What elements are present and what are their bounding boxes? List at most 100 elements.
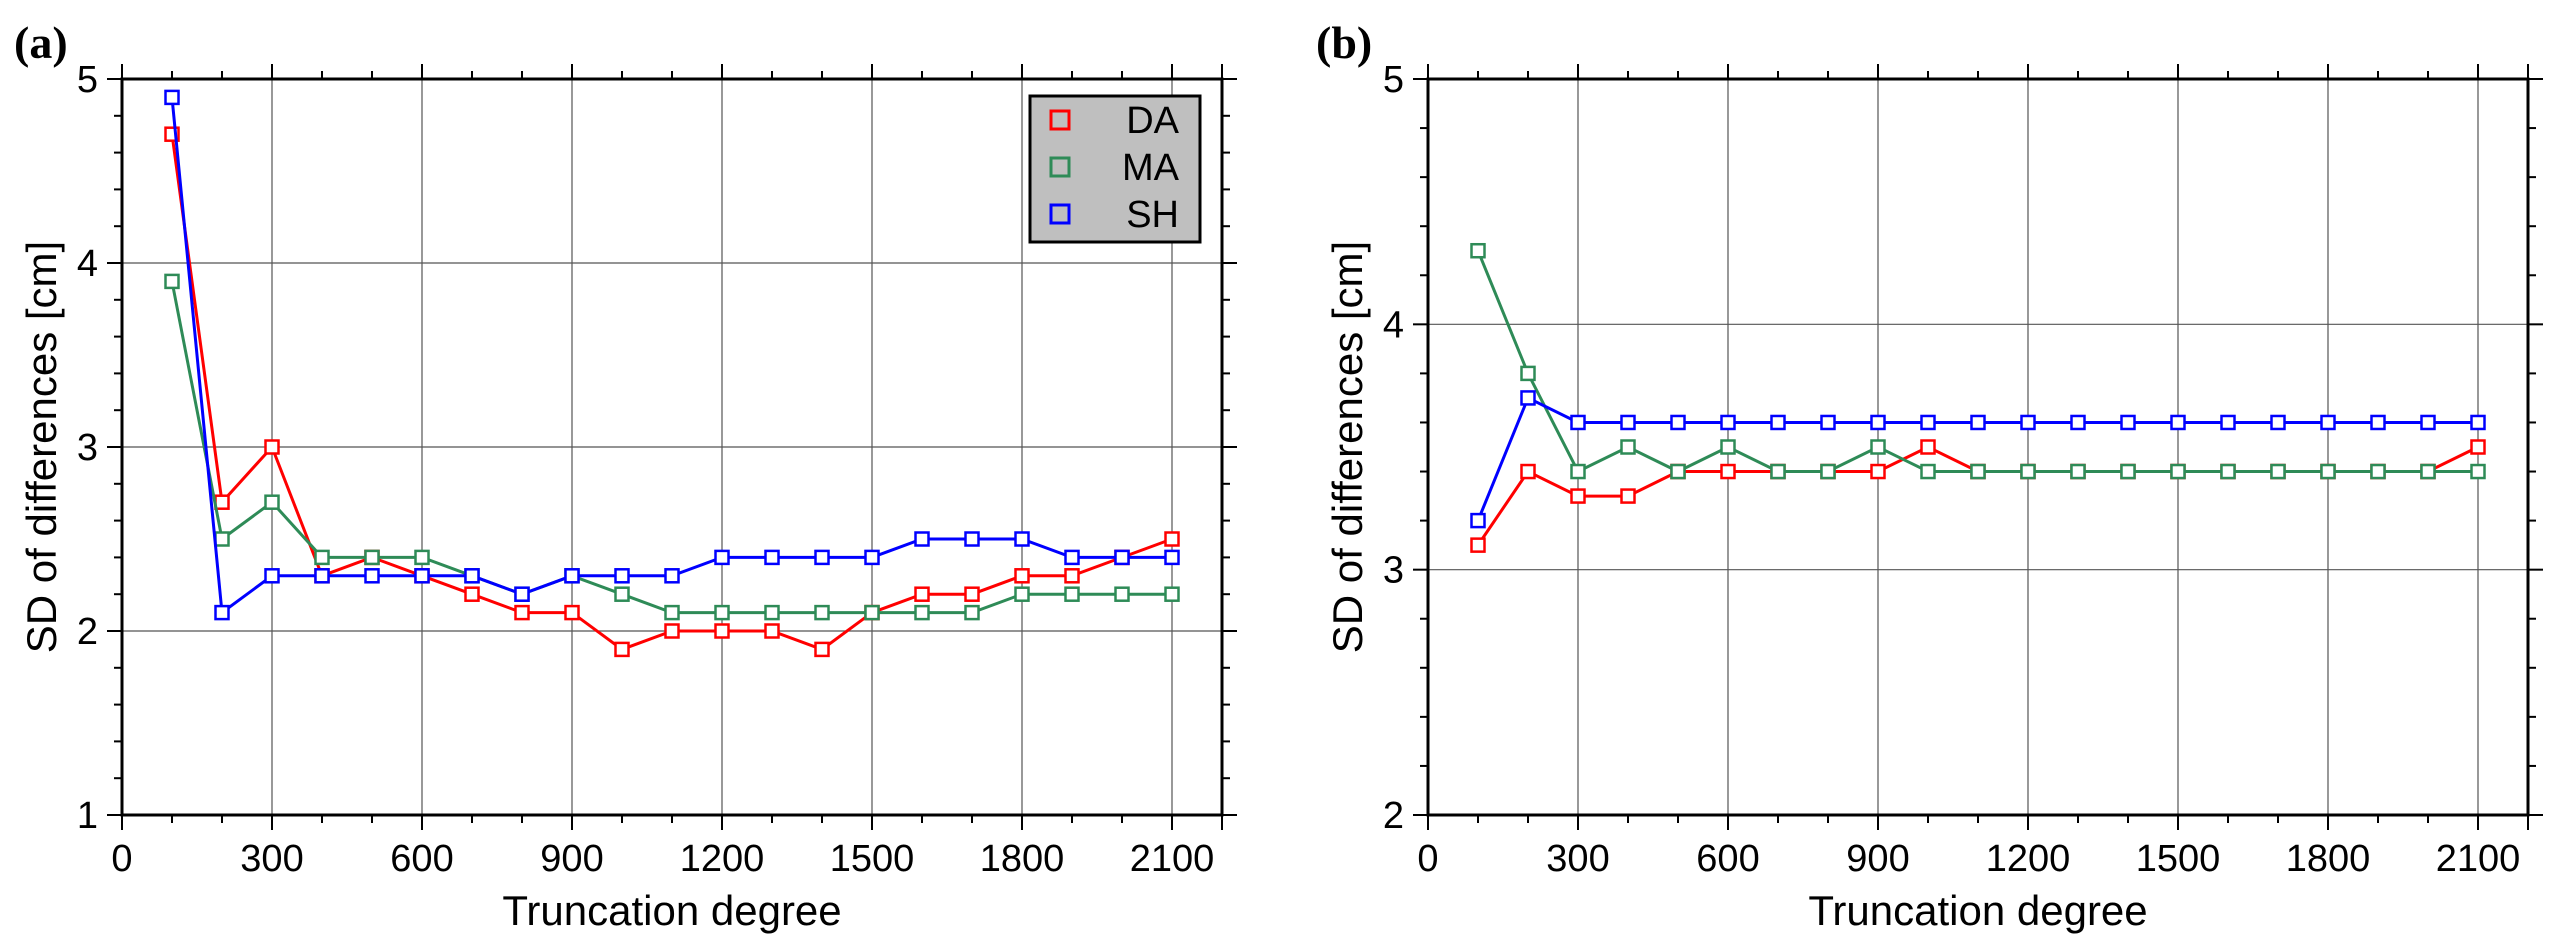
data-point-da xyxy=(1720,463,1736,480)
data-point-sh xyxy=(2370,414,2386,431)
data-point-ma xyxy=(2420,463,2436,480)
data-point-ma xyxy=(614,586,630,602)
data-point-da xyxy=(1920,439,1936,455)
data-point-sh xyxy=(714,549,730,566)
data-point-ma xyxy=(1164,586,1180,602)
data-point-sh xyxy=(2420,414,2436,431)
y-tick-label: 4 xyxy=(1383,304,1404,346)
data-point-da xyxy=(564,604,580,621)
data-point-da xyxy=(514,604,530,621)
x-tick-label: 300 xyxy=(1546,838,1609,880)
data-point-sh xyxy=(2320,414,2336,431)
data-point-ma xyxy=(1470,242,1486,259)
data-point-sh xyxy=(514,586,530,602)
data-point-ma xyxy=(1520,365,1536,382)
x-tick-label: 900 xyxy=(540,838,603,880)
legend-marker-sh xyxy=(1049,203,1071,225)
data-point-sh xyxy=(964,531,980,547)
data-point-ma xyxy=(664,604,680,621)
data-point-da xyxy=(714,623,730,639)
data-point-da xyxy=(464,586,480,602)
y-tick-label: 2 xyxy=(77,611,98,653)
data-point-sh xyxy=(564,568,580,584)
data-point-ma xyxy=(714,604,730,621)
data-point-sh xyxy=(764,549,780,566)
data-point-ma xyxy=(764,604,780,621)
data-point-ma xyxy=(1820,463,1836,480)
data-point-ma xyxy=(1970,463,1986,480)
data-point-ma xyxy=(2220,463,2236,480)
data-point-da xyxy=(214,494,230,510)
data-point-ma xyxy=(1114,586,1130,602)
data-point-sh xyxy=(664,568,680,584)
data-point-sh xyxy=(864,549,880,566)
data-point-da xyxy=(264,439,280,455)
data-point-da xyxy=(1870,463,1886,480)
data-point-ma xyxy=(914,604,930,621)
data-point-sh xyxy=(364,568,380,584)
data-point-ma xyxy=(1770,463,1786,480)
data-point-ma xyxy=(2270,463,2286,480)
x-tick-label: 2100 xyxy=(2436,838,2521,880)
x-tick-label: 1200 xyxy=(1986,838,2071,880)
data-point-sh xyxy=(1064,549,1080,566)
data-point-da xyxy=(1620,488,1636,504)
data-point-sh xyxy=(214,604,230,621)
data-point-sh xyxy=(1920,414,1936,431)
data-point-da xyxy=(1014,568,1030,584)
data-point-sh xyxy=(614,568,630,584)
data-point-sh xyxy=(314,568,330,584)
panel-a: (a) 0 300 600 900 1200 1500 1800 2100 1 2 3 4 5 Trunca… xyxy=(14,17,1237,934)
data-point-sh xyxy=(1520,390,1536,406)
data-point-sh xyxy=(2020,414,2036,431)
y-tick-label: 3 xyxy=(1383,550,1404,592)
plot-frame xyxy=(1426,77,2530,817)
x-axis-title: Truncation degree xyxy=(1808,887,2147,934)
data-point-sh xyxy=(1620,414,1636,431)
data-point-sh xyxy=(2120,414,2136,431)
data-point-sh xyxy=(1770,414,1786,431)
x-tick-label: 300 xyxy=(240,838,303,880)
data-point-sh xyxy=(1014,531,1030,547)
panel-label: (a) xyxy=(14,17,68,68)
data-point-ma xyxy=(814,604,830,621)
x-tick-label: 1500 xyxy=(830,838,915,880)
legend-marker-da xyxy=(1049,109,1071,131)
y-axis-title: SD of differences [cm] xyxy=(1324,241,1371,653)
data-point-ma xyxy=(1014,586,1030,602)
data-point-ma xyxy=(264,494,280,510)
data-point-ma xyxy=(2470,463,2486,480)
y-tick-label: 5 xyxy=(77,59,98,101)
panel-b: (b) 0 300 600 900 1200 1500 1800 2100 2 3 4 5 Truncat… xyxy=(1316,17,2543,934)
data-point-sh xyxy=(1164,549,1180,566)
data-point-sh xyxy=(2470,414,2486,431)
y-tick-label: 5 xyxy=(1383,59,1404,101)
data-point-ma xyxy=(2170,463,2186,480)
data-point-ma xyxy=(414,549,430,566)
data-point-ma xyxy=(214,531,230,547)
data-point-ma xyxy=(164,273,180,290)
data-point-ma xyxy=(364,549,380,566)
data-point-sh xyxy=(1970,414,1986,431)
data-point-da xyxy=(614,641,630,658)
legend-label-ma: MA xyxy=(1122,147,1180,189)
data-point-ma xyxy=(1620,439,1636,455)
data-point-da xyxy=(1470,537,1486,553)
data-point-sh xyxy=(814,549,830,566)
data-point-sh xyxy=(1114,549,1130,566)
data-point-sh xyxy=(2220,414,2236,431)
data-point-sh xyxy=(2270,414,2286,431)
data-point-ma xyxy=(1870,439,1886,455)
data-point-ma xyxy=(1670,463,1686,480)
data-point-da xyxy=(964,586,980,602)
y-axis-title: SD of differences [cm] xyxy=(18,241,65,653)
panel-label: (b) xyxy=(1316,17,1372,68)
data-point-da xyxy=(914,586,930,602)
data-point-ma xyxy=(964,604,980,621)
data-point-ma xyxy=(1920,463,1936,480)
data-point-sh xyxy=(1820,414,1836,431)
data-point-ma xyxy=(2370,463,2386,480)
data-point-sh xyxy=(164,89,180,106)
data-point-ma xyxy=(2070,463,2086,480)
